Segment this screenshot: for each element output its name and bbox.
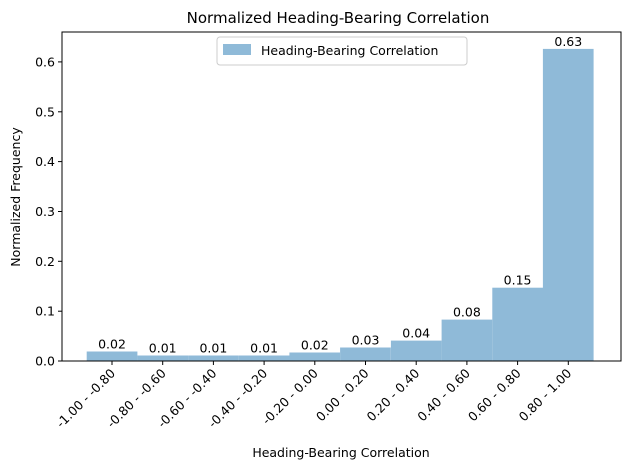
legend-label: Heading-Bearing Correlation [261, 43, 438, 58]
y-tick-label: 0.1 [35, 304, 55, 319]
x-tick-label: 0.40 - 0.60 [414, 365, 473, 424]
bar [340, 347, 391, 361]
bar [238, 355, 290, 361]
bar-value-label: 0.03 [352, 333, 380, 348]
bar-value-label: 0.15 [504, 273, 532, 288]
chart-title: Normalized Heading-Bearing Correlation [187, 9, 490, 27]
plot-frame [61, 31, 622, 362]
bar-value-label: 0.04 [402, 326, 430, 341]
y-tick-label: 0.2 [35, 254, 55, 269]
bar-value-label: 0.01 [149, 341, 177, 356]
bar [289, 352, 341, 361]
x-tick-label: 0.80 - 1.00 [516, 365, 575, 424]
bar-value-label: 0.63 [554, 34, 582, 49]
y-axis: 0.0 0.1 0.2 0.3 0.4 0.5 0.6 [35, 54, 62, 369]
y-axis-label: Normalized Frequency [8, 127, 23, 267]
legend: Heading-Bearing Correlation [216, 36, 468, 66]
bar [188, 355, 239, 361]
bar-value-label: 0.08 [453, 305, 481, 320]
x-axis-label: Heading-Bearing Correlation [252, 445, 429, 460]
bar [86, 351, 138, 361]
bar [390, 340, 442, 361]
bar [441, 319, 493, 361]
y-tick-label: 0.4 [35, 154, 55, 169]
x-tick-label: 0.20 - 0.40 [364, 365, 423, 424]
x-tick-label: 0.00 - 0.20 [313, 365, 372, 424]
x-tick-label: 0.60 - 0.80 [465, 365, 524, 424]
legend-box [216, 36, 468, 66]
legend-swatch [223, 44, 251, 55]
bar [542, 48, 594, 362]
bars [86, 48, 594, 362]
bar-value-label: 0.02 [98, 337, 126, 352]
y-tick-label: 0.3 [35, 204, 55, 219]
y-tick-label: 0.5 [35, 104, 55, 119]
bar-labels: 0.02 0.01 0.01 0.01 0.02 0.03 0.04 0.08 0.15 0.63 [98, 34, 582, 356]
x-axis: -1.00 - -0.80-0.80 - -0.60-0.60 - -0.40-… [53, 361, 574, 431]
y-tick-label: 0.0 [35, 354, 55, 369]
bar-value-label: 0.02 [301, 338, 329, 353]
bar [492, 287, 543, 361]
bar-value-label: 0.01 [250, 341, 278, 356]
bar-value-label: 0.01 [199, 341, 227, 356]
bar [137, 355, 188, 361]
y-tick-label: 0.6 [35, 54, 55, 69]
